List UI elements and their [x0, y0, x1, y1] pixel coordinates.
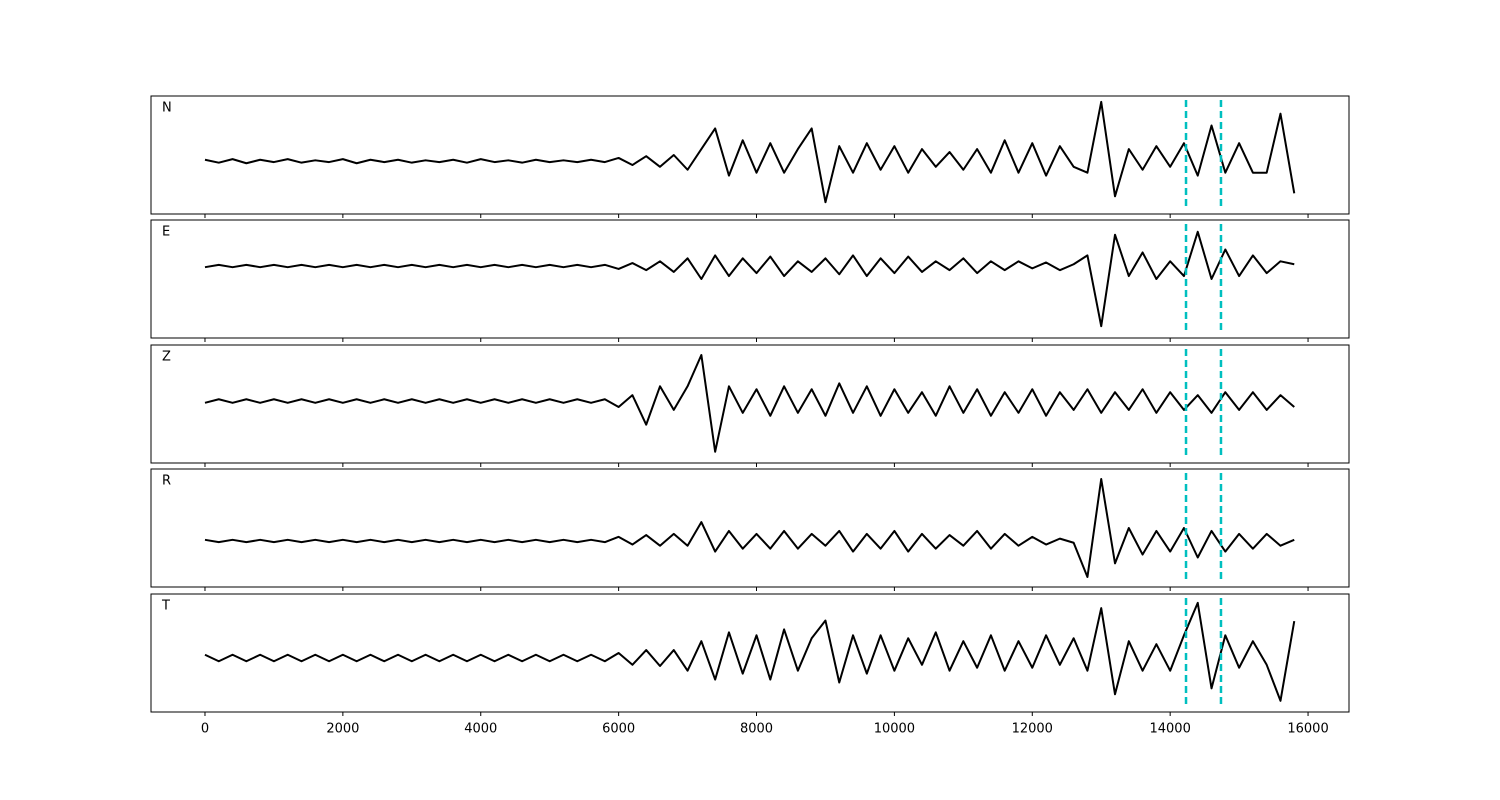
axes-frame	[150, 593, 1350, 713]
axes-frame	[150, 95, 1350, 215]
x-tick-label: 6000	[602, 722, 635, 737]
panel-label: Z	[162, 350, 171, 365]
waveform	[204, 601, 1296, 702]
x-tick-label: 14000	[1149, 722, 1190, 737]
panel-label: R	[162, 474, 171, 489]
x-tick-label: 10000	[874, 722, 915, 737]
panel-label: E	[162, 225, 170, 240]
panel-label: N	[162, 101, 172, 116]
x-tick-label: 8000	[740, 722, 773, 737]
waveform	[204, 230, 1295, 328]
axes-frame	[150, 468, 1350, 588]
waveform	[204, 100, 1296, 204]
x-tick-label: 12000	[1012, 722, 1053, 737]
axes-frame	[150, 344, 1350, 464]
axes-frame	[150, 219, 1350, 339]
waveform	[204, 354, 1295, 453]
waveform	[204, 478, 1295, 578]
x-tick-label: 4000	[464, 722, 497, 737]
x-tick-label: 16000	[1287, 722, 1328, 737]
x-tick-label: 0	[201, 722, 209, 737]
panel-label: T	[161, 599, 170, 614]
x-tick-label: 2000	[326, 722, 359, 737]
